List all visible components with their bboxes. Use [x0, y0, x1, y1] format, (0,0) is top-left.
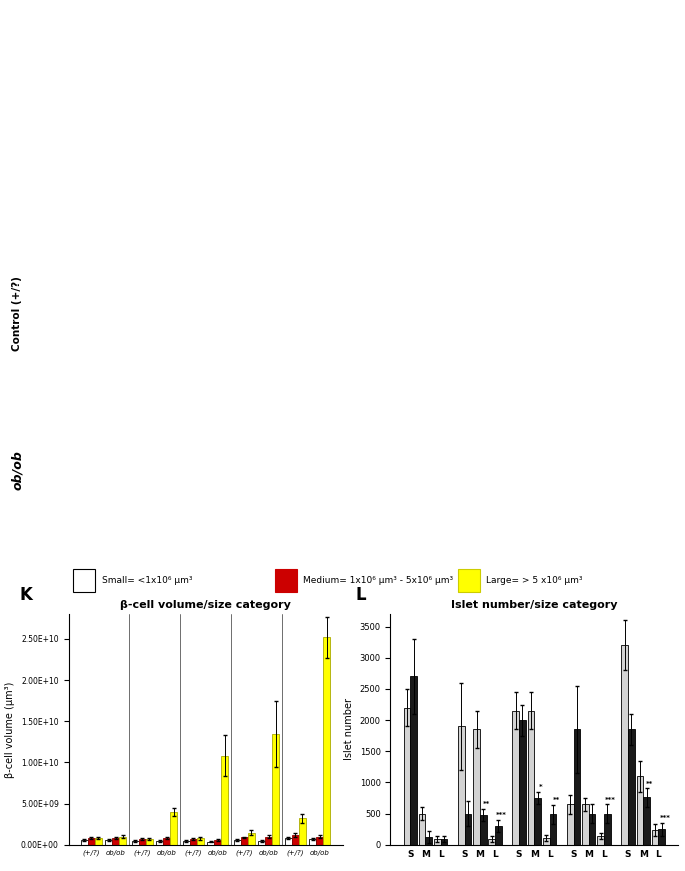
- Bar: [309, 839, 316, 845]
- Bar: [425, 837, 432, 845]
- Bar: [597, 836, 604, 845]
- Text: 8 weeks: 8 weeks: [212, 14, 262, 24]
- Bar: [234, 840, 241, 845]
- Text: **: **: [483, 801, 490, 807]
- Bar: [534, 798, 541, 845]
- Bar: [88, 838, 95, 845]
- Text: 26 weeks: 26 weeks: [460, 14, 519, 24]
- Bar: [323, 638, 330, 845]
- Text: **: **: [553, 797, 560, 803]
- Bar: [621, 645, 628, 845]
- Bar: [299, 819, 306, 845]
- Bar: [464, 814, 471, 845]
- Y-axis label: β-cell volume (μm³): β-cell volume (μm³): [5, 681, 15, 778]
- Bar: [527, 711, 534, 845]
- Bar: [512, 711, 519, 845]
- FancyBboxPatch shape: [275, 569, 297, 591]
- Bar: [190, 839, 197, 845]
- Bar: [628, 730, 634, 845]
- Bar: [105, 840, 112, 845]
- Bar: [419, 814, 425, 845]
- Bar: [265, 837, 272, 845]
- Bar: [588, 814, 595, 845]
- Title: β-cell volume/size category: β-cell volume/size category: [120, 600, 291, 611]
- Text: D: D: [429, 14, 439, 27]
- Text: H: H: [303, 293, 313, 306]
- Bar: [139, 839, 146, 845]
- FancyBboxPatch shape: [73, 569, 95, 591]
- Text: G: G: [177, 293, 187, 306]
- Bar: [473, 730, 480, 845]
- Text: I: I: [429, 293, 433, 306]
- Text: A: A: [51, 14, 60, 27]
- Text: Medium= 1x10⁶ μm³ - 5x10⁶ μm³: Medium= 1x10⁶ μm³ - 5x10⁶ μm³: [303, 576, 453, 584]
- Bar: [604, 814, 610, 845]
- Bar: [214, 840, 221, 845]
- Bar: [549, 814, 556, 845]
- Bar: [403, 707, 410, 845]
- Bar: [658, 829, 665, 845]
- Bar: [163, 838, 170, 845]
- Text: 4 weeks: 4 weeks: [86, 14, 136, 24]
- Bar: [183, 841, 190, 845]
- Text: *: *: [539, 784, 543, 790]
- Bar: [495, 827, 501, 845]
- Bar: [241, 837, 248, 845]
- Bar: [582, 804, 588, 845]
- Bar: [458, 726, 464, 845]
- Text: Small= <1x10⁶ μm³: Small= <1x10⁶ μm³: [101, 576, 192, 584]
- Text: ***: ***: [660, 815, 671, 821]
- Bar: [543, 838, 549, 845]
- Bar: [170, 812, 177, 845]
- Text: K: K: [19, 586, 32, 604]
- Bar: [197, 838, 203, 845]
- Bar: [651, 830, 658, 845]
- Bar: [573, 730, 580, 845]
- Bar: [440, 839, 447, 845]
- Bar: [643, 798, 650, 845]
- Bar: [488, 839, 495, 845]
- Bar: [248, 833, 255, 845]
- Bar: [81, 840, 88, 845]
- Text: **: **: [646, 780, 653, 787]
- Text: ob/ob: ob/ob: [11, 450, 23, 490]
- Bar: [292, 835, 299, 845]
- Bar: [316, 837, 323, 845]
- FancyBboxPatch shape: [458, 569, 480, 591]
- Text: F: F: [51, 293, 59, 306]
- Text: ***: ***: [497, 813, 507, 819]
- Bar: [156, 841, 163, 845]
- Text: L: L: [356, 586, 366, 604]
- Bar: [119, 837, 126, 845]
- Bar: [285, 838, 292, 845]
- Bar: [258, 841, 265, 845]
- Bar: [112, 838, 119, 845]
- Bar: [434, 839, 440, 845]
- Text: C: C: [303, 14, 312, 27]
- Text: Control (+/?): Control (+/?): [12, 276, 22, 351]
- Text: ***: ***: [605, 797, 616, 803]
- Bar: [480, 815, 486, 845]
- Y-axis label: Islet number: Islet number: [344, 699, 354, 760]
- Text: J: J: [555, 293, 559, 306]
- Bar: [410, 677, 417, 845]
- Text: E: E: [555, 14, 563, 27]
- Bar: [221, 756, 228, 845]
- Bar: [272, 733, 279, 845]
- Title: Islet number/size category: Islet number/size category: [451, 600, 618, 611]
- Text: Large= > 5 x10⁶ μm³: Large= > 5 x10⁶ μm³: [486, 576, 582, 584]
- Bar: [95, 838, 102, 845]
- Bar: [208, 841, 214, 845]
- Text: B: B: [177, 14, 186, 27]
- Text: 17 weeks: 17 weeks: [334, 14, 393, 24]
- Bar: [636, 776, 643, 845]
- Bar: [132, 841, 139, 845]
- Bar: [146, 839, 153, 845]
- Bar: [519, 720, 526, 845]
- Text: 52 weeks: 52 weeks: [586, 14, 645, 24]
- Bar: [567, 804, 573, 845]
